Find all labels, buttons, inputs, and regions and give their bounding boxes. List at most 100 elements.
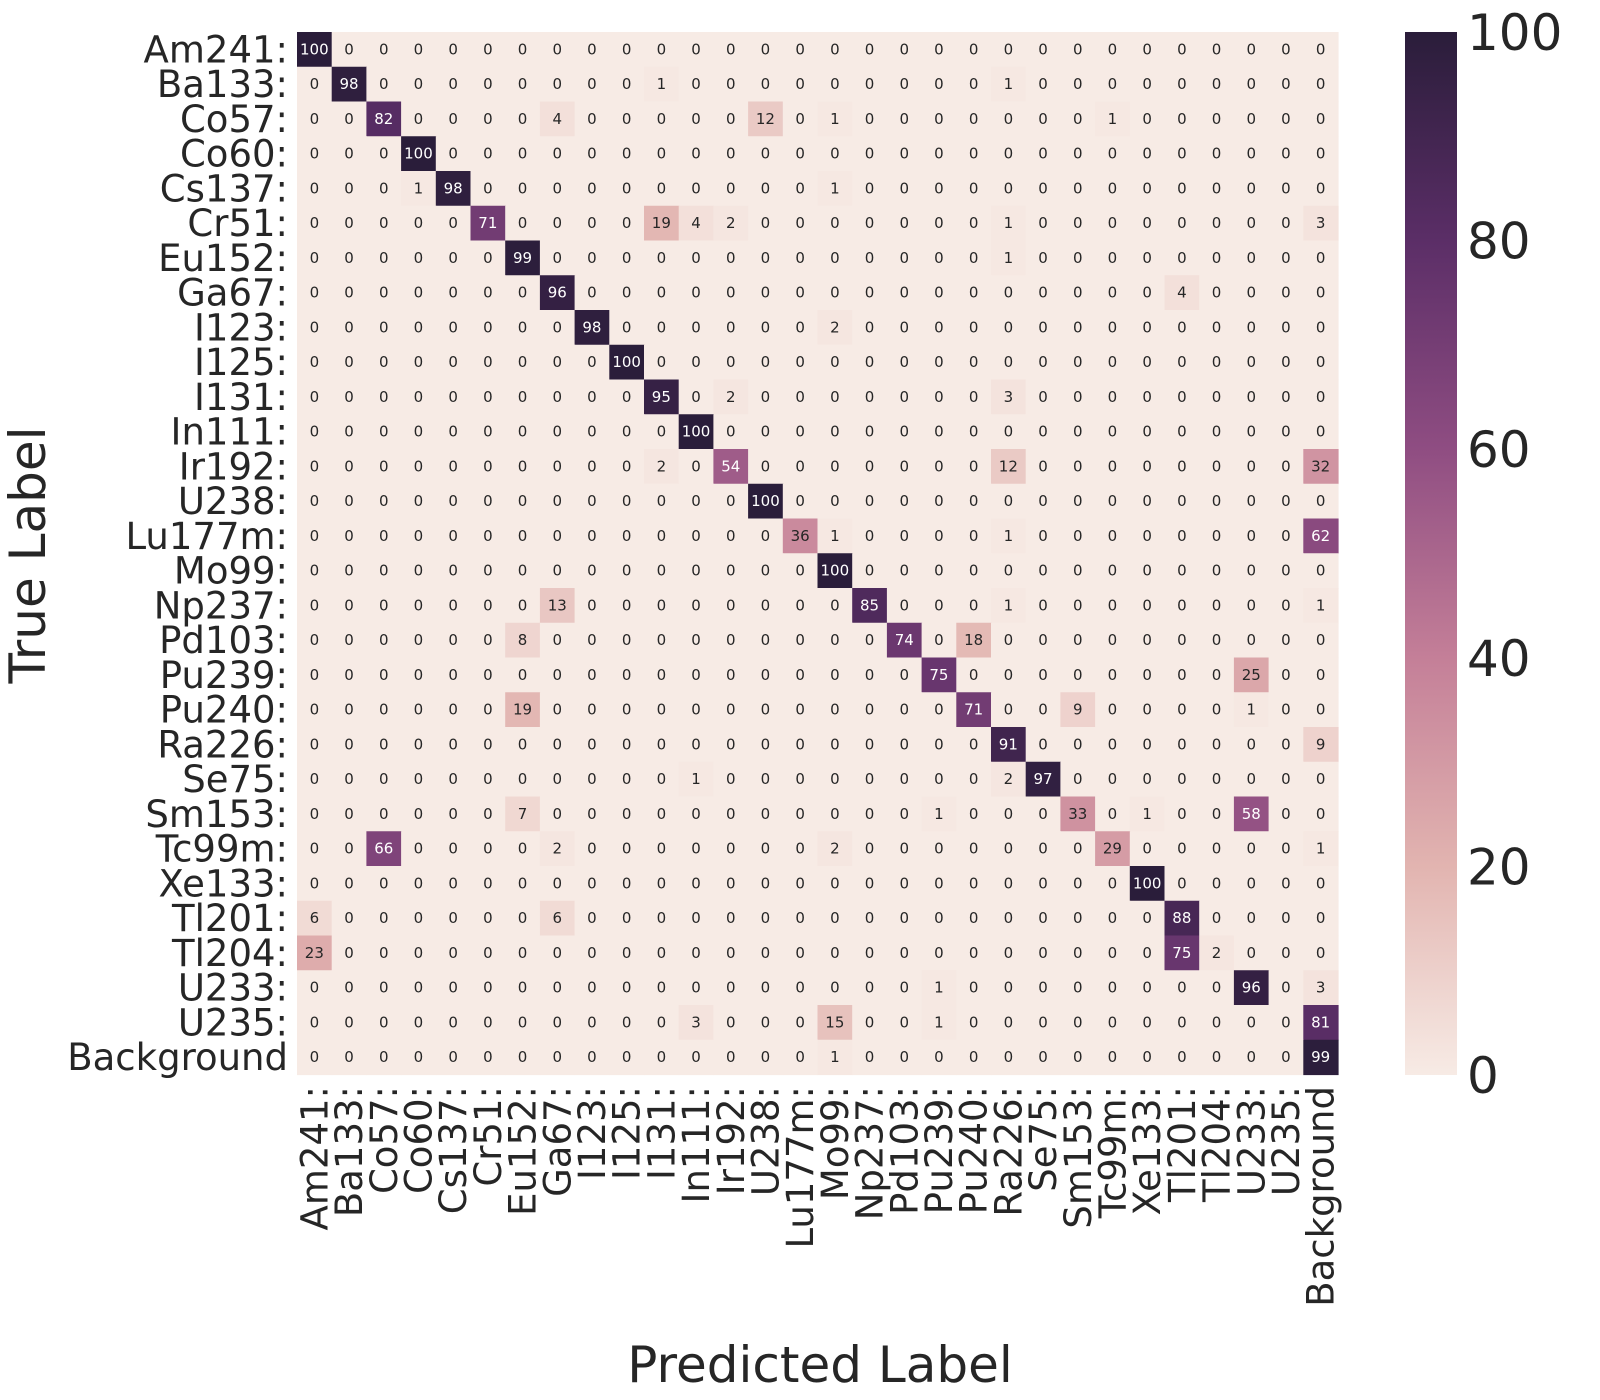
heatmap-cell-background-ra226 [991,1039,1027,1076]
heatmap-cell-sm153-sm153 [1060,796,1096,832]
cell-value-label: 0 [1038,40,1048,58]
heatmap-cell-ba133-cr51 [470,66,506,103]
heatmap-cell-np237-np237 [852,588,888,624]
cell-value-label: 0 [1108,770,1118,788]
heatmap-cell-eu152-pu240 [956,240,992,276]
heatmap-cell-se75-u235 [1268,761,1304,798]
heatmap-cell-u235-i131 [644,1005,680,1041]
heatmap-cell-xe133-am241 [297,866,333,902]
cell-value-label: 0 [865,1048,875,1066]
cell-value-label: 0 [1073,388,1083,406]
cell-value-label: 100 [612,353,641,371]
heatmap-cell-background-i131 [644,1039,680,1076]
heatmap-cell-u238-tc99m [1095,483,1131,520]
cell-value-label: 0 [1212,840,1222,858]
cell-value-label: 0 [1212,75,1222,93]
cell-value-label: 0 [1073,735,1083,753]
cell-value-label: 0 [1316,492,1326,510]
cell-value-label: 0 [830,596,840,614]
cell-value-label: 2 [552,840,562,858]
heatmap-cell-ra226-lu177m [782,727,819,763]
cell-value-label: 0 [622,145,632,163]
heatmap-cell-pu240-u238 [748,692,784,728]
cell-value-label: 0 [552,388,562,406]
cell-value-label: 0 [1142,492,1152,510]
heatmap-cell-co60-pd103 [886,136,923,172]
cell-value-label: 0 [969,527,979,545]
column-label-i131: I131: [640,1086,683,1180]
cell-value-label: 0 [518,353,528,371]
heatmap-cell-cr51-ir192 [713,205,749,242]
cell-value-label: 0 [622,596,632,614]
cell-value-label: 0 [865,40,875,58]
cell-value-label: 0 [1108,1048,1118,1066]
heatmap-cell-tl201-pd103 [886,900,923,937]
cell-value-label: 0 [934,735,944,753]
heatmap-cell-cs137-tl201 [1164,171,1200,207]
heatmap-cell-tl204-background [1303,935,1339,971]
cell-value-label: 0 [1004,353,1014,371]
heatmap-cell-np237-lu177m [782,588,819,624]
heatmap-cell-u235-am241 [297,1005,333,1041]
cell-value-label: 0 [657,735,667,753]
cell-value-label: 0 [1073,596,1083,614]
cell-value-label: 0 [1038,701,1048,719]
heatmap-cell-lu177m-pu240 [956,518,992,554]
cell-value-label: 98 [582,318,601,336]
colorbar-tick-80: 80 [1467,213,1531,271]
heatmap-cell-u235-mo99 [817,1005,853,1041]
heatmap-cell-u233-am241 [297,970,333,1006]
cell-value-label: 0 [934,75,944,93]
cell-value-label: 36 [791,527,810,545]
cell-value-label: 0 [1177,214,1187,232]
cell-value-label: 0 [414,318,424,336]
cell-value-label: 0 [1073,1013,1083,1031]
heatmap-cell-i125-pd103 [886,344,923,381]
heatmap-cell-np237-u238 [748,588,784,624]
heatmap-cell-ga67-pu240 [956,275,992,311]
heatmap-cell-background-lu177m [782,1039,819,1076]
cell-value-label: 0 [969,805,979,823]
heatmap-cell-xe133-se75 [1025,866,1061,902]
cell-value-label: 0 [552,805,562,823]
cell-value-label: 0 [657,596,667,614]
heatmap-cell-i125-tc99m [1095,344,1131,381]
heatmap-cell-i123-u235 [1268,310,1304,346]
cell-value-label: 0 [865,805,875,823]
heatmap-cell-pu239-se75 [1025,657,1061,693]
heatmap-cell-se75-ra226 [991,761,1027,798]
heatmap-cell-i131-pu240 [956,379,992,415]
heatmap-cell-ir192-eu152 [505,449,541,485]
cell-value-label: 0 [622,874,632,892]
heatmap-cell-tl204-pu239 [921,935,957,971]
heatmap-cell-cr51-i131 [644,205,680,242]
heatmap-cell-tl201-in111 [678,900,714,937]
cell-value-label: 1 [1108,110,1118,128]
heatmap-cell-lu177m-ra226 [991,518,1027,554]
heatmap-cell-mo99-pu239 [921,553,957,589]
heatmap-cell-i125-sm153 [1060,344,1096,381]
heatmap-cell-in111-ir192 [713,414,749,450]
cell-value-label: 0 [448,388,458,406]
cell-value-label: 13 [548,596,567,614]
heatmap-cell-ga67-pd103 [886,275,923,311]
cell-value-label: 0 [414,562,424,580]
cell-value-label: 0 [1073,40,1083,58]
heatmap-cell-co60-tl204 [1199,136,1235,172]
cell-value-label: 0 [1212,145,1222,163]
cell-value-label: 0 [1073,249,1083,267]
cell-value-label: 0 [518,179,528,197]
heatmap-cell-ir192-pu240 [956,449,992,485]
cell-value-label: 0 [795,75,805,93]
cell-value-label: 0 [691,701,701,719]
colorbar [1405,32,1457,1075]
heatmap-cell-pu240-lu177m [782,692,819,728]
cell-value-label: 0 [1281,735,1291,753]
heatmap-cell-cr51-am241 [297,205,333,242]
cell-value-label: 0 [657,1048,667,1066]
heatmap-cell-ga67-np237 [852,275,888,311]
heatmap-cell-se75-i123 [574,761,610,798]
heatmap-cell-lu177m-u233 [1233,518,1270,554]
cell-value-label: 12 [999,457,1018,475]
heatmap-cell-ra226-pu240 [956,727,992,763]
